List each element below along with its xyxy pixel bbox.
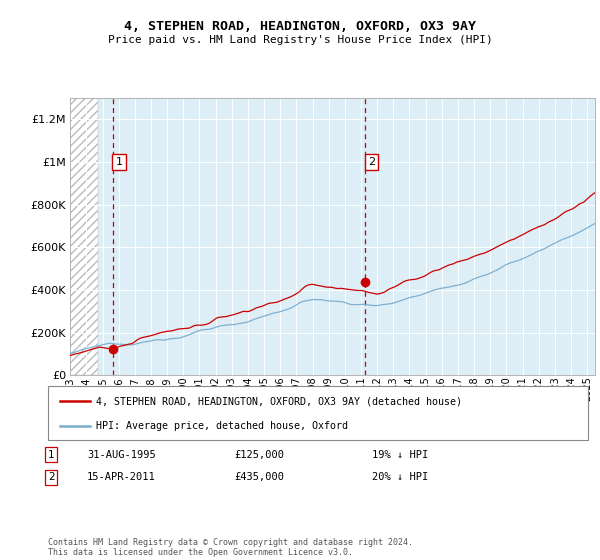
Text: 1: 1 [48,450,55,460]
Text: 2: 2 [368,157,375,167]
Text: £435,000: £435,000 [234,472,284,482]
Text: 1: 1 [116,157,123,167]
Text: 15-APR-2011: 15-APR-2011 [87,472,156,482]
Text: 2: 2 [48,472,55,482]
Text: Contains HM Land Registry data © Crown copyright and database right 2024.
This d: Contains HM Land Registry data © Crown c… [48,538,413,557]
Text: HPI: Average price, detached house, Oxford: HPI: Average price, detached house, Oxfo… [96,421,348,431]
Bar [70,98,98,375]
Text: 4, STEPHEN ROAD, HEADINGTON, OXFORD, OX3 9AY: 4, STEPHEN ROAD, HEADINGTON, OXFORD, OX3… [124,20,476,32]
Text: 31-AUG-1995: 31-AUG-1995 [87,450,156,460]
Text: 19% ↓ HPI: 19% ↓ HPI [372,450,428,460]
Text: 4, STEPHEN ROAD, HEADINGTON, OXFORD, OX3 9AY (detached house): 4, STEPHEN ROAD, HEADINGTON, OXFORD, OX3… [96,396,462,407]
Text: 20% ↓ HPI: 20% ↓ HPI [372,472,428,482]
Text: Price paid vs. HM Land Registry's House Price Index (HPI): Price paid vs. HM Land Registry's House … [107,35,493,45]
Text: £125,000: £125,000 [234,450,284,460]
